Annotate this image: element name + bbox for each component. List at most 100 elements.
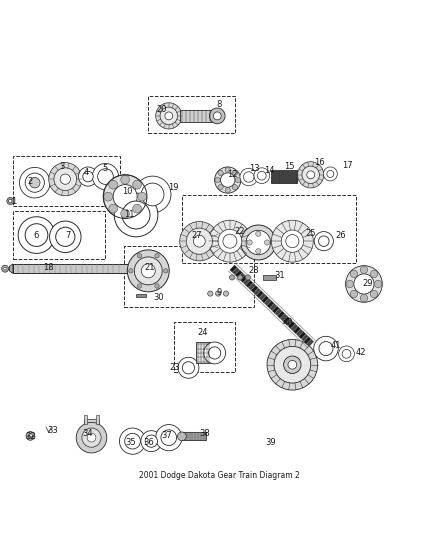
- Circle shape: [155, 103, 182, 129]
- Text: 38: 38: [200, 429, 210, 438]
- Circle shape: [133, 204, 141, 213]
- Circle shape: [56, 227, 75, 246]
- Circle shape: [4, 268, 7, 270]
- Circle shape: [7, 198, 14, 205]
- Circle shape: [120, 428, 146, 454]
- Circle shape: [178, 357, 199, 378]
- Circle shape: [155, 425, 182, 451]
- Bar: [263, 275, 276, 280]
- Circle shape: [28, 434, 32, 438]
- Bar: [196, 343, 210, 364]
- Circle shape: [208, 347, 221, 359]
- Circle shape: [138, 284, 142, 288]
- Circle shape: [163, 269, 168, 273]
- Circle shape: [288, 360, 297, 369]
- Circle shape: [247, 240, 252, 245]
- Bar: [180, 110, 212, 122]
- Circle shape: [223, 234, 237, 248]
- Circle shape: [134, 176, 171, 213]
- Circle shape: [237, 275, 243, 280]
- Text: 36: 36: [143, 438, 154, 447]
- Bar: [124, 246, 254, 306]
- Circle shape: [87, 433, 96, 442]
- Circle shape: [350, 270, 357, 278]
- Circle shape: [274, 346, 311, 383]
- Text: 42: 42: [356, 349, 366, 358]
- Circle shape: [186, 228, 212, 254]
- Circle shape: [256, 248, 261, 254]
- Circle shape: [218, 229, 242, 253]
- Text: 19: 19: [168, 183, 178, 192]
- Circle shape: [342, 350, 351, 358]
- Circle shape: [208, 291, 213, 296]
- Text: 11: 11: [124, 211, 135, 220]
- Circle shape: [109, 204, 117, 213]
- Circle shape: [327, 171, 334, 177]
- Bar: [182, 432, 206, 440]
- Circle shape: [314, 336, 338, 361]
- Circle shape: [145, 435, 157, 447]
- Text: 13: 13: [249, 164, 259, 173]
- Text: 31: 31: [274, 271, 285, 280]
- Text: 30: 30: [153, 294, 164, 302]
- Text: 28: 28: [249, 266, 259, 276]
- Circle shape: [225, 188, 230, 193]
- Circle shape: [346, 265, 382, 302]
- Circle shape: [209, 108, 225, 124]
- Circle shape: [346, 280, 353, 288]
- Bar: [84, 415, 87, 424]
- Circle shape: [129, 269, 133, 273]
- Circle shape: [122, 201, 150, 229]
- Circle shape: [232, 170, 237, 175]
- Circle shape: [165, 112, 173, 120]
- Circle shape: [223, 291, 229, 296]
- Circle shape: [155, 254, 159, 258]
- Text: 9: 9: [216, 288, 222, 297]
- Circle shape: [92, 164, 119, 190]
- Circle shape: [230, 275, 235, 280]
- Text: 16: 16: [314, 158, 325, 167]
- Circle shape: [350, 290, 357, 298]
- Circle shape: [370, 270, 378, 278]
- Text: 8: 8: [216, 100, 222, 109]
- Text: 40: 40: [283, 318, 293, 327]
- Circle shape: [314, 231, 333, 251]
- Circle shape: [9, 199, 12, 203]
- Text: 7: 7: [66, 231, 71, 239]
- Text: 2001 Dodge Dakota Gear Train Diagram 2: 2001 Dodge Dakota Gear Train Diagram 2: [138, 471, 300, 480]
- Circle shape: [232, 184, 237, 190]
- Circle shape: [194, 235, 205, 247]
- Circle shape: [245, 275, 251, 280]
- Text: 5: 5: [103, 164, 108, 173]
- Circle shape: [323, 167, 337, 181]
- Text: 32: 32: [25, 432, 35, 441]
- Text: 24: 24: [197, 328, 208, 337]
- Circle shape: [213, 112, 221, 120]
- Circle shape: [49, 221, 81, 253]
- Circle shape: [113, 184, 137, 208]
- Circle shape: [256, 231, 261, 236]
- Circle shape: [240, 168, 258, 185]
- Bar: [13, 212, 105, 259]
- Text: 37: 37: [161, 431, 172, 440]
- Circle shape: [98, 169, 113, 184]
- Text: 35: 35: [126, 438, 136, 447]
- Circle shape: [133, 180, 141, 189]
- Circle shape: [19, 167, 50, 198]
- Circle shape: [60, 174, 71, 184]
- Circle shape: [319, 342, 333, 356]
- Circle shape: [220, 173, 235, 187]
- Circle shape: [215, 167, 241, 193]
- Circle shape: [2, 265, 9, 272]
- Text: 39: 39: [265, 438, 276, 447]
- Circle shape: [235, 177, 240, 183]
- Circle shape: [18, 217, 55, 253]
- Circle shape: [160, 107, 177, 125]
- Circle shape: [104, 192, 113, 201]
- Circle shape: [265, 240, 270, 245]
- Text: 14: 14: [264, 166, 275, 175]
- Circle shape: [121, 209, 130, 218]
- Circle shape: [138, 254, 142, 258]
- Circle shape: [318, 236, 329, 246]
- Circle shape: [182, 362, 194, 374]
